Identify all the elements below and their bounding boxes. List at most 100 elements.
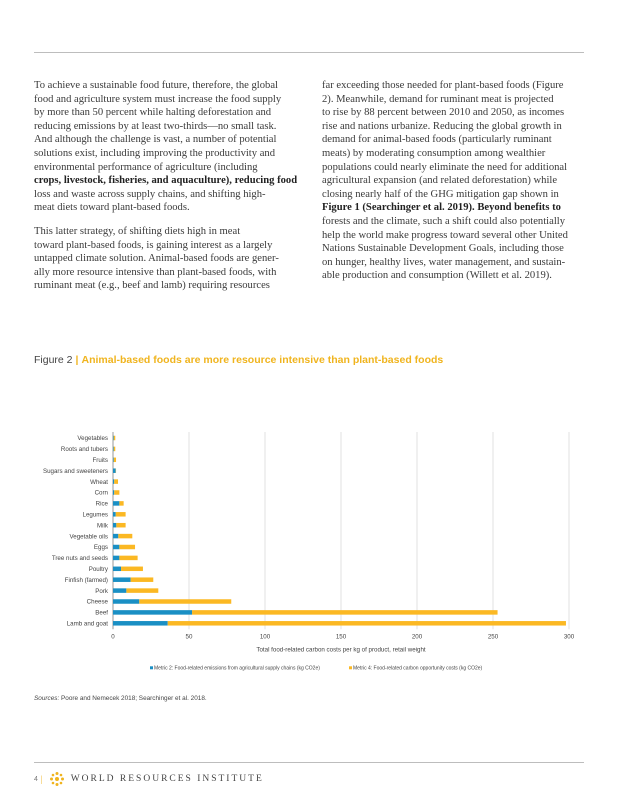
bar-metric2 (113, 457, 114, 463)
category-label: Vegetables (77, 435, 108, 442)
text-line: meats) by moderating consumption among w… (322, 147, 546, 159)
category-label: Eggs (94, 544, 108, 551)
sources-label: Sources: (34, 695, 60, 702)
text-line: to rise by 88 percent between 2010 and 2… (322, 107, 565, 119)
top-rule (34, 52, 584, 53)
bar-metric4 (115, 512, 126, 517)
category-label: Roots and tubers (61, 446, 108, 453)
category-label: Legumes (83, 512, 108, 519)
legend-swatch (150, 666, 153, 670)
bar-metric2 (113, 533, 119, 539)
text-line: Nations Sustainable Development Goals, i… (322, 243, 564, 255)
x-tick-label: 50 (186, 633, 193, 640)
bar-metric4 (118, 533, 133, 539)
text-line: crops, livestock, fisheries, and aquacul… (34, 175, 298, 187)
sources-note: Sources: Poore and Nemecek 2018; Searchi… (34, 695, 207, 702)
text-line: untapped climate solution. Animal-based … (34, 253, 279, 265)
text-line: reducing emissions by at least two-third… (34, 120, 277, 132)
bar-metric4 (113, 435, 116, 441)
bar-metric4 (121, 566, 143, 572)
x-tick-label: 0 (111, 633, 115, 640)
bar-metric2 (113, 577, 131, 582)
body-column-left: To achieve a sustainable food future, th… (34, 79, 319, 293)
stacked-bar-chart: 0 50 100 150 200 250 300 Vegetables Roots and tu… (43, 432, 575, 671)
bar-metric4 (139, 599, 232, 604)
text-line: To achieve a sustainable food future, th… (34, 80, 278, 91)
category-label: Lamb and goat (67, 621, 109, 628)
text-line: by more than 50 percent while halting de… (34, 107, 272, 119)
text-line: help the world make progress toward seve… (322, 229, 568, 241)
category-label: Poultry (89, 566, 109, 573)
x-tick-label: 200 (412, 633, 423, 640)
bar-metric2 (113, 501, 120, 506)
figure-title: Figure 2 | Animal-based foods are more res… (34, 354, 443, 366)
category-label: Pork (95, 588, 109, 595)
text-line: far exceeding those needed for plant-bas… (322, 80, 564, 91)
category-label: Corn (95, 490, 109, 497)
text-line: able production and consumption (Willett… (322, 270, 552, 282)
text-line: solutions exist, including improving the… (34, 147, 275, 159)
bar-metric4 (192, 610, 498, 615)
text-line: populations could nearly eliminate the n… (322, 161, 568, 173)
text-line: toward plant-based foods, is gaining int… (34, 239, 273, 251)
text-line: demand for animal-based foods (particula… (322, 134, 552, 146)
legend-swatch (349, 666, 352, 670)
category-label: Sugars and sweeteners (43, 468, 108, 475)
text-line: Figure 1 (Searchinger et al. 2019). Beyo… (322, 202, 561, 214)
text-line: And although the challenge is vast, a nu… (34, 134, 277, 146)
footer-separator: | (40, 774, 43, 784)
bar-metric2 (113, 544, 120, 550)
bar-metric4 (113, 446, 116, 452)
bar-metric2 (113, 512, 116, 517)
bar-metric2 (113, 555, 120, 561)
bar-metric2 (113, 588, 127, 593)
x-tick-label: 300 (564, 633, 575, 640)
category-label: Fruits (93, 457, 108, 464)
bar-metric4 (130, 577, 154, 582)
page-number: 4 (34, 775, 38, 783)
legend-label: Metric 2: Food-related emissions from ag… (154, 665, 320, 671)
footer: 4 | WORLD RESOURCES INSTITUTE (34, 771, 264, 787)
figure-label: Figure 2 (34, 354, 73, 366)
bar-metric2 (113, 566, 122, 572)
bar-metric4 (119, 555, 138, 561)
footer-rule (34, 762, 584, 763)
category-label: Finfish (farmed) (65, 577, 108, 584)
text-line: meat diets toward plant-based foods. (34, 202, 190, 214)
category-label: Milk (97, 522, 109, 529)
text-line: 2). Meanwhile, demand for ruminant meat … (322, 93, 554, 105)
bar-metric2 (113, 610, 193, 615)
bar-metric4 (116, 522, 126, 528)
x-tick-label: 150 (336, 633, 347, 640)
category-label: Beef (95, 610, 108, 617)
category-label: Rice (96, 501, 109, 508)
category-label: Cheese (87, 599, 109, 606)
text-line: agricultural expansion (and related defo… (322, 175, 558, 187)
figure-heading: Animal-based foods are more resource int… (81, 354, 444, 366)
text-line: ally more resource intensive than plant-… (34, 266, 277, 278)
text-line: food and agriculture system must increas… (34, 93, 282, 105)
org-name: WORLD RESOURCES INSTITUTE (70, 774, 264, 784)
wri-logo-icon (49, 772, 64, 786)
x-tick-label: 100 (260, 633, 271, 640)
x-tick-label: 250 (488, 633, 499, 640)
bar-metric4 (114, 490, 120, 495)
bar-metric2 (113, 479, 115, 484)
text-line: loss and waste across supply chains, and… (34, 188, 266, 200)
bar-metric4 (113, 457, 117, 463)
bar-metric2 (113, 490, 115, 495)
bar-metric4 (126, 588, 159, 593)
category-label: Vegetable oils (69, 533, 108, 540)
bar-metric4 (119, 544, 136, 550)
body-column-right: far exceeding those needed for plant-bas… (322, 79, 607, 283)
sources-text: Poore and Nemecek 2018; Searchinger et a… (59, 695, 207, 702)
figure-separator: | (75, 354, 79, 366)
x-axis-title: Total food-related carbon costs per kg o… (256, 646, 425, 653)
bar-metric2 (113, 599, 140, 604)
text-line: ruminant meat (e.g., beef and lamb) requ… (34, 280, 270, 292)
category-label: Tree nuts and seeds (52, 555, 108, 562)
text-line: on hunger, healthy lives, water manageme… (322, 256, 566, 268)
bar-metric4 (167, 621, 566, 626)
bar-metric4 (119, 501, 124, 506)
bar-metric2 (113, 468, 116, 473)
